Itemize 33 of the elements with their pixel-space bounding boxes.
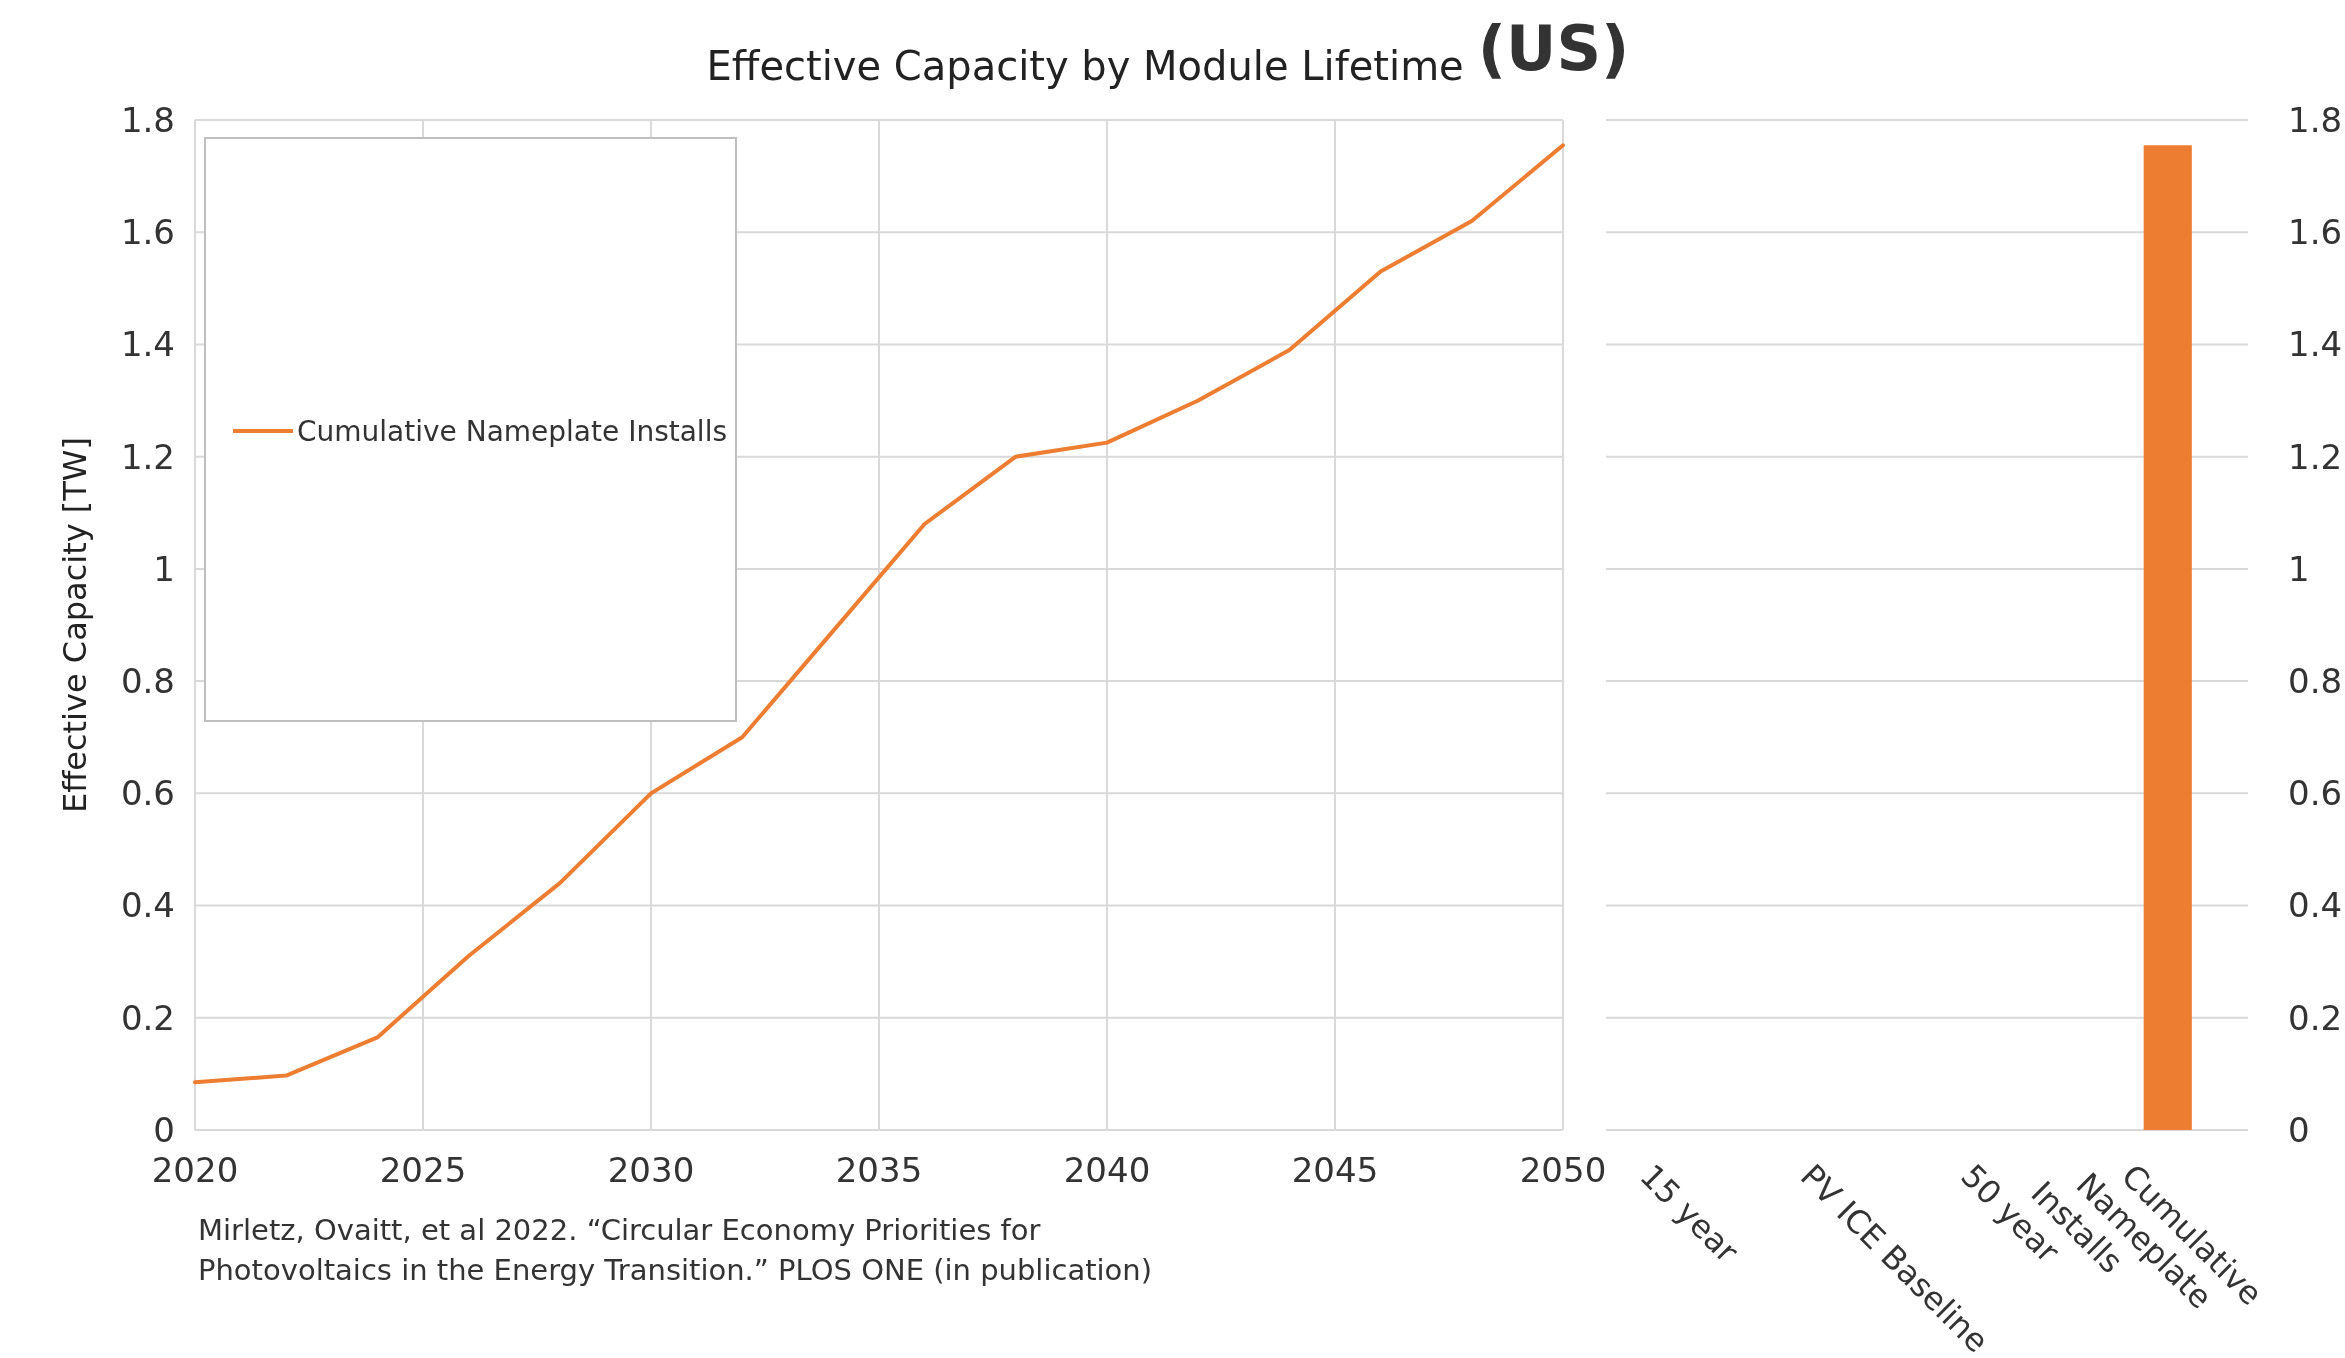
y-tick-label: 0.8 <box>2288 661 2343 702</box>
y-axis-title: Effective Capacity [TW] <box>56 437 94 813</box>
y-tick-label: 0.8 <box>120 661 175 702</box>
chart-title: Effective Capacity by Module Lifetime <box>706 43 1464 89</box>
x-tick-label: 2025 <box>379 1150 467 1190</box>
y-tick-label: 1.6 <box>120 212 175 253</box>
legend-label: Cumulative Nameplate Installs <box>297 414 728 448</box>
x-tick-label: 2035 <box>835 1150 923 1190</box>
y-tick-label: 1.8 <box>120 99 175 140</box>
y-tick-label: 0 <box>153 1109 175 1150</box>
y-tick-label: 0.2 <box>120 997 175 1038</box>
y-tick-label: 0.4 <box>120 885 175 926</box>
y-tick-label: 1.4 <box>2288 324 2343 365</box>
y-tick-label: 1.4 <box>120 324 175 365</box>
x-tick-label: 2020 <box>151 1150 239 1190</box>
y-tick-label: 0.2 <box>2288 997 2343 1038</box>
y-tick-label: 1.2 <box>2288 436 2343 477</box>
chart-subtitle: (US) <box>1477 12 1630 85</box>
y-tick-label: 1 <box>2288 548 2310 589</box>
y-tick-label: 1.6 <box>2288 212 2343 253</box>
y-tick-label: 1.2 <box>120 436 175 477</box>
x-tick-label: 2040 <box>1063 1150 1151 1190</box>
x-tick-label: 2045 <box>1291 1150 1379 1190</box>
y-tick-label: 0 <box>2288 1109 2310 1150</box>
x-tick-label: 2050 <box>1519 1150 1607 1190</box>
line-series <box>193 143 1565 1085</box>
y-tick-label: 0.6 <box>2288 773 2343 814</box>
y-tick-label: 1 <box>153 548 175 589</box>
text: Mirletz, Ovaitt, et al 2022. “Circular Economy Priorities for Photovoltaics in the Energy Transition.” PLOS ONE (in publication) <box>198 1213 1153 1287</box>
y-tick-label: 0.6 <box>120 773 175 814</box>
y-tick-label: 0.4 <box>2288 885 2343 926</box>
x-tick-label: 2030 <box>607 1150 695 1190</box>
y-tick-label: 1.8 <box>2288 99 2343 140</box>
